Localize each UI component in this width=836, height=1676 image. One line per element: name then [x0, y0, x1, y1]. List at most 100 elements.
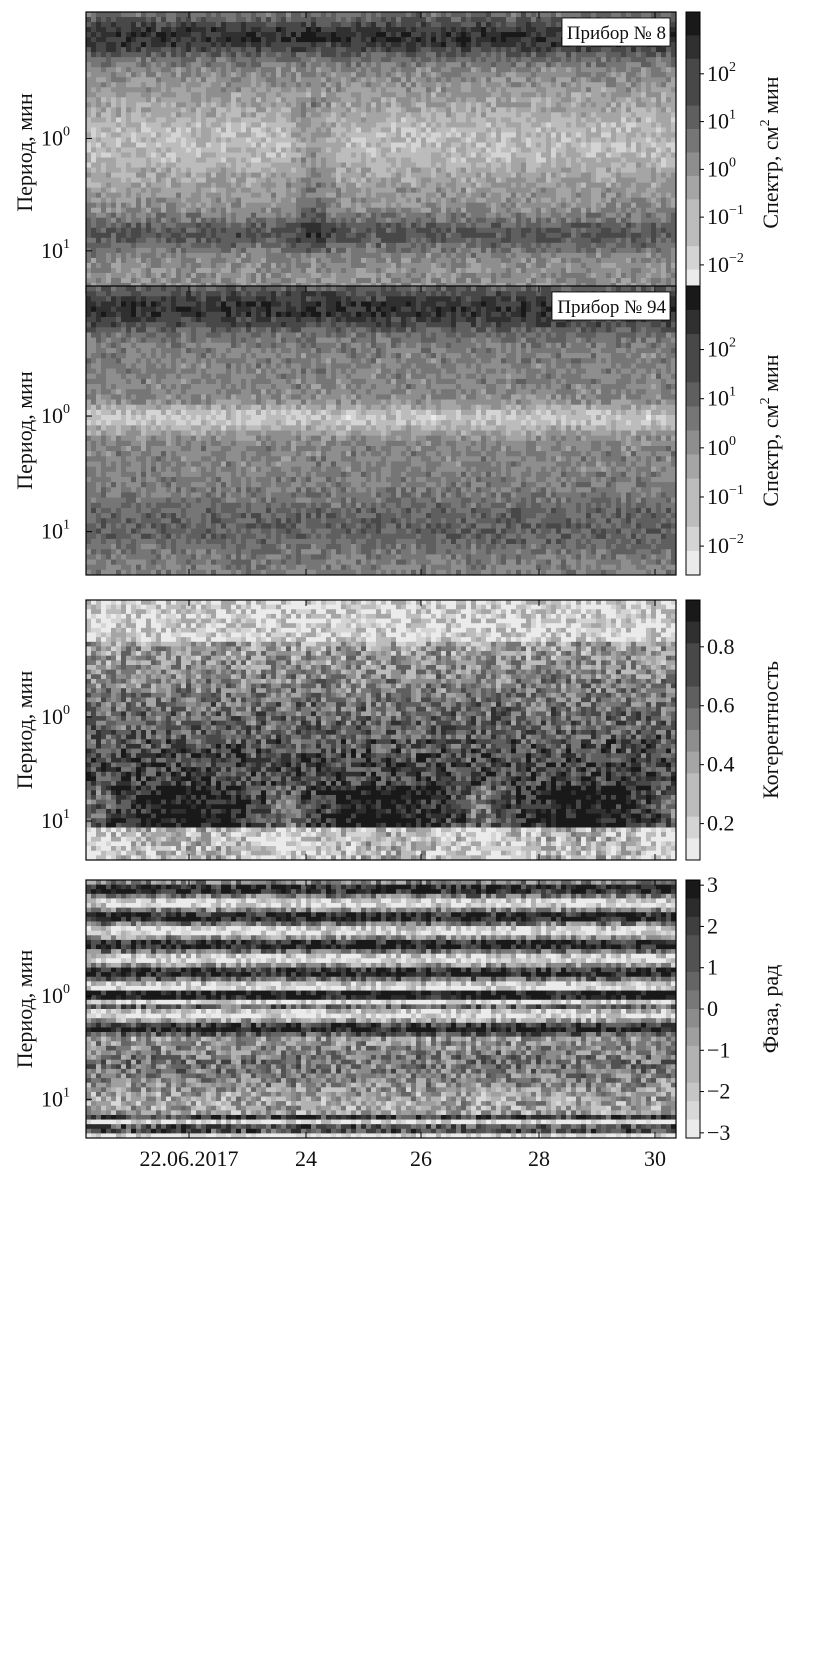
heatmap-cell: [276, 32, 281, 37]
heatmap-cell: [436, 122, 441, 127]
heatmap-cell: [441, 57, 446, 62]
heatmap-cell: [126, 122, 131, 127]
heatmap-cell: [361, 203, 366, 208]
heatmap-cell: [311, 218, 316, 223]
heatmap-cell: [341, 62, 346, 67]
heatmap-cell: [246, 168, 251, 173]
heatmap-cell: [506, 158, 511, 163]
heatmap-cell: [256, 223, 261, 228]
heatmap-cell: [576, 117, 581, 122]
heatmap-cell: [276, 198, 281, 203]
heatmap-cell: [361, 92, 366, 97]
heatmap-cell: [221, 27, 226, 32]
heatmap-cell: [401, 163, 406, 168]
heatmap-cell: [166, 183, 171, 188]
heatmap-cell: [476, 12, 481, 17]
heatmap-cell: [461, 188, 466, 193]
heatmap-cell: [491, 52, 496, 57]
heatmap-cell: [116, 153, 121, 158]
heatmap-cell: [311, 92, 316, 97]
heatmap-cell: [666, 127, 671, 132]
heatmap-cell: [116, 158, 121, 163]
heatmap-cell: [646, 142, 651, 147]
heatmap-cell: [456, 122, 461, 127]
heatmap-cell: [376, 82, 381, 87]
heatmap-cell: [576, 147, 581, 152]
heatmap-cell: [236, 137, 241, 142]
heatmap-cell: [336, 198, 341, 203]
heatmap-cell: [446, 168, 451, 173]
heatmap-cell: [566, 122, 571, 127]
heatmap-cell: [631, 213, 636, 218]
heatmap-cell: [91, 62, 96, 67]
heatmap-cell: [631, 198, 636, 203]
heatmap-cell: [566, 198, 571, 203]
heatmap-cell: [391, 142, 396, 147]
heatmap-cell: [366, 132, 371, 137]
heatmap-cell: [411, 142, 416, 147]
heatmap-cell: [421, 188, 426, 193]
heatmap-cell: [216, 17, 221, 22]
heatmap-cell: [451, 52, 456, 57]
heatmap-cell: [401, 112, 406, 117]
heatmap-cell: [561, 102, 566, 107]
heatmap-cell: [356, 137, 361, 142]
heatmap-cell: [431, 57, 436, 62]
heatmap-cell: [566, 87, 571, 92]
heatmap-cell: [261, 62, 266, 67]
heatmap-cell: [266, 87, 271, 92]
heatmap-cell: [101, 12, 106, 17]
heatmap-cell: [421, 17, 426, 22]
heatmap-cell: [651, 52, 656, 57]
heatmap-cell: [551, 193, 556, 198]
heatmap-cell: [471, 137, 476, 142]
heatmap-cell: [306, 153, 311, 158]
heatmap-cell: [311, 17, 316, 22]
heatmap-cell: [441, 37, 446, 42]
heatmap-cell: [341, 173, 346, 178]
heatmap-cell: [571, 47, 576, 52]
heatmap-cell: [336, 97, 341, 102]
heatmap-cell: [651, 142, 656, 147]
heatmap-cell: [476, 173, 481, 178]
heatmap-cell: [161, 117, 166, 122]
heatmap-cell: [156, 208, 161, 213]
heatmap-cell: [501, 168, 506, 173]
heatmap-cell: [586, 183, 591, 188]
heatmap-cell: [241, 67, 246, 72]
heatmap-cell: [221, 67, 226, 72]
heatmap-cell: [396, 67, 401, 72]
heatmap-cell: [436, 173, 441, 178]
heatmap-cell: [316, 22, 321, 27]
heatmap-cell: [441, 127, 446, 132]
heatmap-cell: [581, 158, 586, 163]
heatmap-cell: [261, 42, 266, 47]
heatmap-cell: [216, 27, 221, 32]
heatmap-cell: [236, 198, 241, 203]
heatmap-cell: [306, 142, 311, 147]
heatmap-cell: [441, 32, 446, 37]
heatmap-cell: [591, 57, 596, 62]
heatmap-cell: [581, 127, 586, 132]
heatmap-cell: [271, 163, 276, 168]
heatmap-cell: [126, 178, 131, 183]
heatmap-cell: [316, 37, 321, 42]
heatmap-cell: [206, 87, 211, 92]
heatmap-cell: [326, 163, 331, 168]
heatmap-cell: [301, 47, 306, 52]
heatmap-cell: [431, 112, 436, 117]
heatmap-cell: [276, 57, 281, 62]
heatmap-cell: [236, 87, 241, 92]
heatmap-cell: [381, 57, 386, 62]
heatmap-cell: [496, 153, 501, 158]
heatmap-cell: [506, 198, 511, 203]
heatmap-cell: [401, 132, 406, 137]
heatmap-cell: [131, 132, 136, 137]
heatmap-cell: [596, 163, 601, 168]
heatmap-cell: [636, 117, 641, 122]
heatmap-cell: [266, 218, 271, 223]
heatmap-cell: [96, 52, 101, 57]
heatmap-cell: [86, 112, 91, 117]
heatmap-cell: [111, 173, 116, 178]
heatmap-cell: [306, 22, 311, 27]
